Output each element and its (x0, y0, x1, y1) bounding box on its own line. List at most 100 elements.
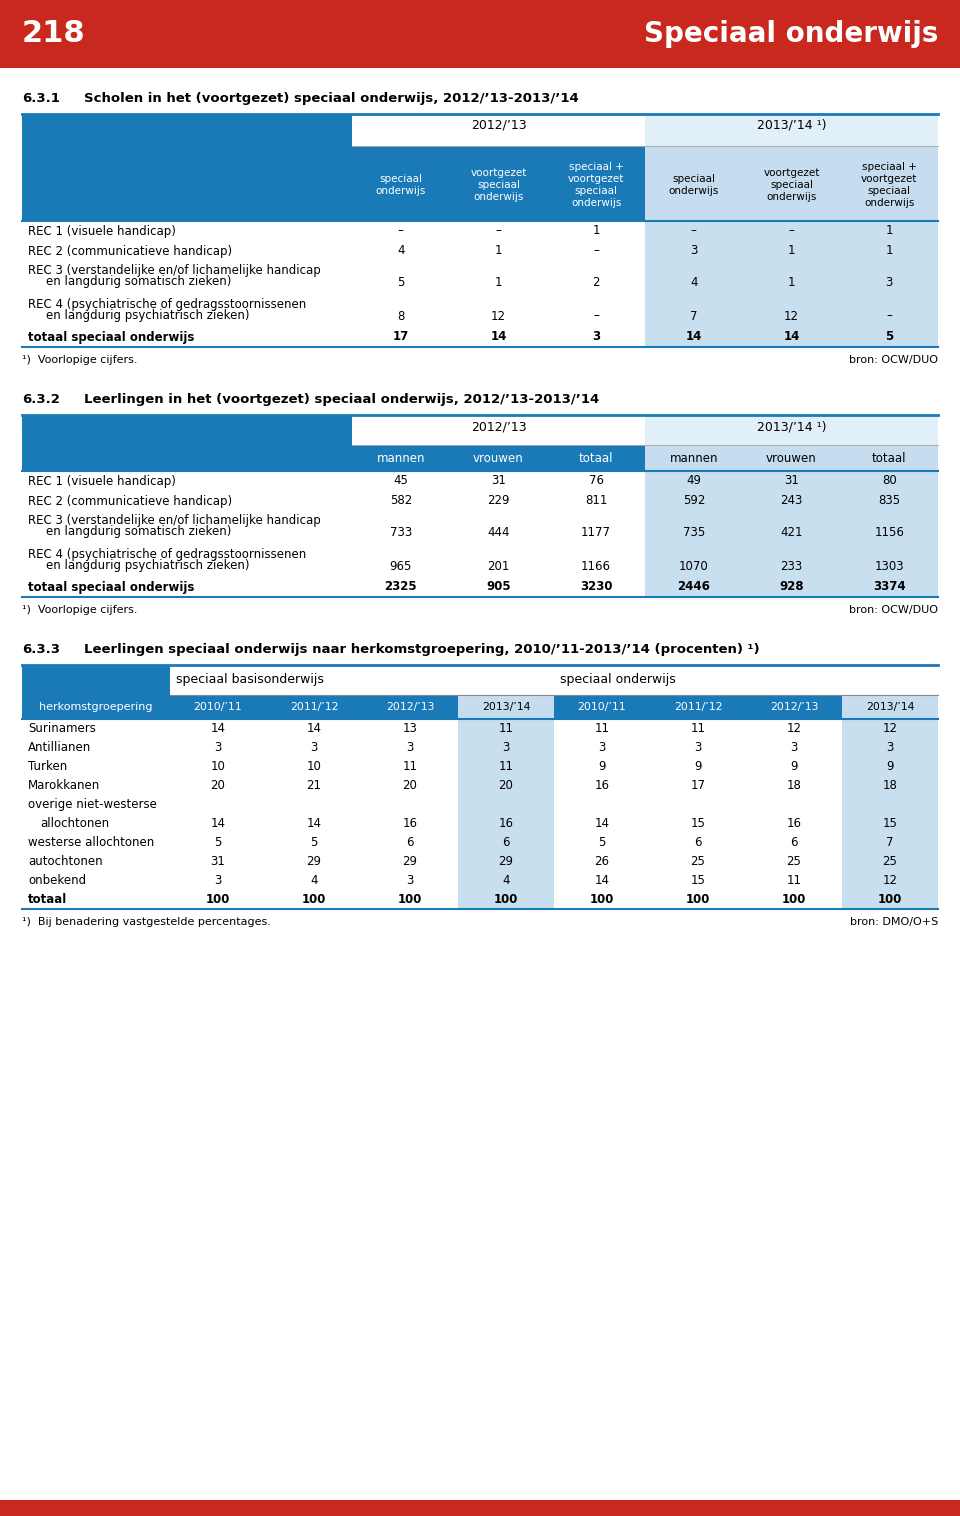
FancyBboxPatch shape (449, 146, 547, 221)
Text: 9: 9 (886, 760, 894, 773)
FancyBboxPatch shape (458, 776, 554, 794)
Text: 6: 6 (502, 835, 510, 849)
Text: overige niet-westerse: overige niet-westerse (28, 797, 156, 811)
FancyBboxPatch shape (22, 446, 352, 471)
Text: 14: 14 (491, 330, 507, 344)
Text: 1: 1 (592, 224, 600, 238)
FancyBboxPatch shape (22, 146, 352, 221)
FancyBboxPatch shape (170, 694, 266, 719)
FancyBboxPatch shape (743, 146, 840, 221)
Text: 10: 10 (210, 760, 226, 773)
Text: 14: 14 (594, 875, 610, 887)
Text: 14: 14 (210, 722, 226, 735)
Text: 2013/’14 ¹): 2013/’14 ¹) (756, 420, 827, 434)
FancyBboxPatch shape (645, 146, 743, 221)
FancyBboxPatch shape (458, 872, 554, 890)
FancyBboxPatch shape (645, 511, 938, 544)
Text: onderwijs: onderwijs (571, 197, 621, 208)
FancyBboxPatch shape (842, 832, 938, 852)
Text: 1: 1 (885, 224, 893, 238)
FancyBboxPatch shape (352, 415, 645, 446)
Text: voortgezet: voortgezet (568, 173, 624, 183)
Text: onbekend: onbekend (28, 875, 86, 887)
Text: 100: 100 (781, 893, 806, 907)
Text: speciaal: speciaal (575, 185, 617, 196)
Text: Speciaal onderwijs: Speciaal onderwijs (643, 20, 938, 49)
Text: 7: 7 (690, 309, 698, 323)
Text: 733: 733 (390, 526, 412, 540)
FancyBboxPatch shape (22, 114, 352, 146)
FancyBboxPatch shape (645, 296, 938, 327)
Text: 12: 12 (882, 722, 898, 735)
Text: voortgezet: voortgezet (470, 167, 527, 177)
Text: –: – (593, 244, 599, 258)
Text: totaal: totaal (872, 452, 906, 464)
Text: voortgezet: voortgezet (763, 167, 820, 177)
Text: 15: 15 (882, 817, 898, 829)
Text: mannen: mannen (376, 452, 425, 464)
FancyBboxPatch shape (645, 114, 938, 146)
Text: 1156: 1156 (875, 526, 904, 540)
Text: 100: 100 (397, 893, 422, 907)
FancyBboxPatch shape (842, 756, 938, 776)
Text: REC 4 (psychiatrische of gedragsstoornissenen: REC 4 (psychiatrische of gedragsstoornis… (28, 299, 306, 311)
Text: 1070: 1070 (679, 559, 708, 573)
Text: –: – (691, 224, 697, 238)
Text: 12: 12 (491, 309, 506, 323)
Text: Leerlingen speciaal onderwijs naar herkomstgroepering, 2010/’11-2013/’14 (procen: Leerlingen speciaal onderwijs naar herko… (84, 643, 759, 656)
Text: 3: 3 (310, 741, 318, 753)
Text: 3: 3 (214, 741, 222, 753)
Text: REC 2 (communicatieve handicap): REC 2 (communicatieve handicap) (28, 494, 232, 508)
Text: 31: 31 (210, 855, 226, 869)
Text: 1: 1 (885, 244, 893, 258)
Text: 17: 17 (690, 779, 706, 791)
Text: –: – (593, 309, 599, 323)
FancyBboxPatch shape (842, 852, 938, 872)
Text: autochtonen: autochtonen (28, 855, 103, 869)
FancyBboxPatch shape (746, 694, 842, 719)
FancyBboxPatch shape (645, 261, 938, 296)
Text: 100: 100 (589, 893, 614, 907)
Text: 6.3.1: 6.3.1 (22, 92, 60, 105)
Text: speciaal: speciaal (379, 173, 422, 183)
FancyBboxPatch shape (0, 1499, 960, 1516)
Text: 100: 100 (205, 893, 230, 907)
FancyBboxPatch shape (458, 890, 554, 910)
FancyBboxPatch shape (842, 719, 938, 738)
Text: 5: 5 (598, 835, 606, 849)
Text: 45: 45 (394, 475, 408, 488)
Text: 735: 735 (683, 526, 705, 540)
Text: speciaal: speciaal (672, 173, 715, 183)
Text: 26: 26 (594, 855, 610, 869)
Text: speciaal onderwijs: speciaal onderwijs (560, 673, 676, 687)
Text: 6.3.3: 6.3.3 (22, 643, 60, 656)
Text: 3230: 3230 (580, 581, 612, 593)
Text: 811: 811 (585, 494, 608, 508)
Text: 9: 9 (694, 760, 702, 773)
Text: 233: 233 (780, 559, 803, 573)
Text: totaal speciaal onderwijs: totaal speciaal onderwijs (28, 330, 194, 344)
Text: 3: 3 (406, 741, 414, 753)
Text: 14: 14 (306, 817, 322, 829)
FancyBboxPatch shape (840, 146, 938, 221)
Text: 1: 1 (494, 276, 502, 290)
Text: 3: 3 (502, 741, 510, 753)
Text: 5: 5 (214, 835, 222, 849)
Text: 2013/’14 ¹): 2013/’14 ¹) (756, 118, 827, 132)
Text: 2011/’12: 2011/’12 (290, 702, 338, 713)
Text: Surinamers: Surinamers (28, 722, 96, 735)
Text: 3: 3 (885, 276, 893, 290)
FancyBboxPatch shape (743, 446, 840, 471)
FancyBboxPatch shape (842, 814, 938, 832)
Text: 2010/’11: 2010/’11 (194, 702, 242, 713)
Text: 100: 100 (493, 893, 518, 907)
FancyBboxPatch shape (547, 446, 645, 471)
Text: 3: 3 (598, 741, 606, 753)
Text: 6: 6 (694, 835, 702, 849)
FancyBboxPatch shape (645, 415, 938, 446)
Text: onderwijs: onderwijs (473, 191, 524, 202)
Text: speciaal +: speciaal + (862, 162, 917, 171)
Text: speciaal: speciaal (477, 179, 520, 190)
Text: Turken: Turken (28, 760, 67, 773)
Text: 3: 3 (886, 741, 894, 753)
